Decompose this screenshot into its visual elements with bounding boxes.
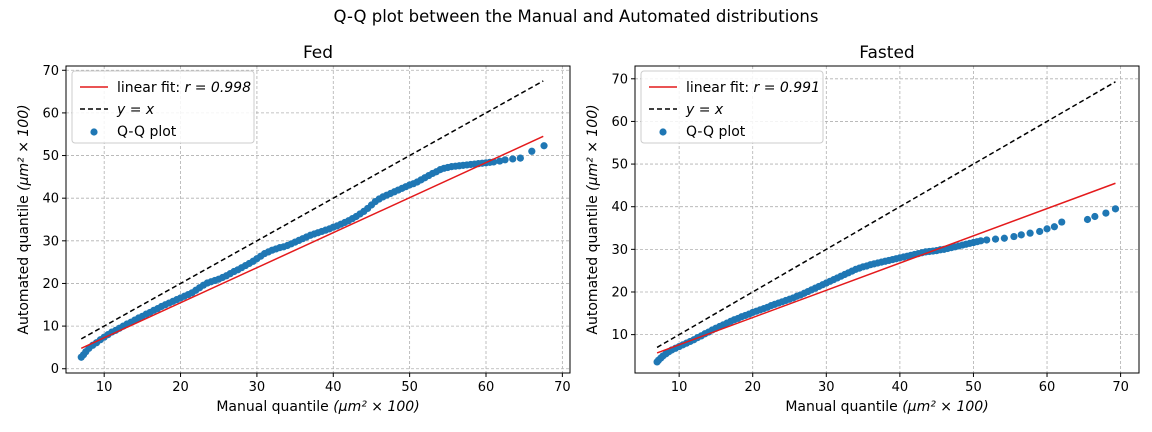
qq-point xyxy=(977,237,985,245)
y-tick-label: 40 xyxy=(42,192,59,207)
legend-label: linear fit: xyxy=(117,80,185,96)
y-tick-label: 70 xyxy=(42,64,59,79)
legend-entry: linear fit: r = 0.991 xyxy=(686,80,820,96)
axes-frame xyxy=(634,65,1140,374)
qq-point xyxy=(1050,223,1058,231)
x-tick-label: 20 xyxy=(744,380,761,395)
qq-point xyxy=(1102,209,1110,217)
legend-entry: Q-Q plot xyxy=(117,124,177,140)
legend-entry: y = x xyxy=(116,102,155,118)
y-axis-label: Automated quantile (μm² × 100) xyxy=(16,104,32,334)
x-tick-label: 10 xyxy=(671,380,688,395)
y-tick-label: 60 xyxy=(611,115,628,130)
x-tick-label: 70 xyxy=(1112,380,1129,395)
qq-point xyxy=(991,235,1000,243)
qq-point xyxy=(1058,218,1066,226)
qq-point xyxy=(1111,205,1120,213)
panel-title: Fed xyxy=(303,43,333,63)
panel-fed: 10 20 30 40 50 60 70 0 10 20 30 40 50 60 70 Fed Manual q… xyxy=(16,43,571,415)
x-axis-label: Manual quantile (μm² × 100) xyxy=(216,399,419,415)
panel-fasted: 10 20 30 40 50 60 70 10 20 30 40 50 60 70 Fasted Manual… xyxy=(585,43,1140,415)
x-tick-label: 40 xyxy=(325,380,342,395)
x-axis-label-unit: (μm² × 100) xyxy=(333,399,419,415)
x-tick-label: 50 xyxy=(965,380,982,395)
legend-box xyxy=(71,70,255,144)
x-tick-label: 50 xyxy=(401,380,418,395)
x-tick-label: 30 xyxy=(818,380,835,395)
y-axis-label-unit: (μm² × 100) xyxy=(16,104,32,190)
legend: linear fit: r = 0.998 y = x Q-Q plot xyxy=(71,70,255,144)
qq-point xyxy=(1017,231,1025,239)
qq-point xyxy=(540,142,548,150)
legend-math: r = 0.991 xyxy=(754,80,820,96)
legend-label: linear fit: xyxy=(686,80,754,96)
x-tick-label: 40 xyxy=(892,380,909,395)
qq-point xyxy=(509,155,517,163)
x-axis-label: Manual quantile (μm² × 100) xyxy=(785,399,988,415)
qq-point xyxy=(501,156,509,164)
y-tick-label: 10 xyxy=(611,328,628,343)
y-tick-label: 50 xyxy=(42,149,59,164)
qq-point xyxy=(1026,229,1034,237)
legend-math: y = x xyxy=(116,102,155,118)
y-axis-label: Automated quantile (μm² × 100) xyxy=(585,104,601,334)
y-tick-label: 50 xyxy=(611,158,628,173)
qq-point xyxy=(516,154,524,162)
y-tick-label: 40 xyxy=(611,200,628,215)
qq-point xyxy=(1036,227,1044,236)
y-tick-label: 20 xyxy=(42,277,59,292)
linear-fit-line xyxy=(656,182,1116,354)
identity-line xyxy=(656,81,1116,349)
panel-title: Fasted xyxy=(859,43,914,63)
x-axis-label-text: Manual quantile xyxy=(785,399,902,415)
y-tick-label: 30 xyxy=(42,234,59,249)
legend-entry: y = x xyxy=(685,102,724,118)
x-axis-label-unit: (μm² × 100) xyxy=(902,399,988,415)
x-tick-label: 60 xyxy=(478,380,495,395)
qq-point xyxy=(1043,225,1051,233)
y-axis-label-unit: (μm² × 100) xyxy=(585,104,601,190)
legend-point-swatch xyxy=(659,128,667,136)
y-tick-label: 20 xyxy=(611,285,628,300)
y-axis-label-text: Automated quantile xyxy=(585,191,601,335)
legend-label: Q-Q plot xyxy=(117,124,177,140)
legend: linear fit: r = 0.991 y = x Q-Q plot xyxy=(640,70,824,144)
identity-line xyxy=(80,80,544,340)
legend-label: Q-Q plot xyxy=(686,124,746,140)
y-tick-label: 70 xyxy=(611,72,628,87)
qq-point xyxy=(983,236,991,244)
x-tick-label: 10 xyxy=(96,380,113,395)
legend-math: y = x xyxy=(685,102,724,118)
qq-point xyxy=(1083,215,1092,224)
legend-math: r = 0.998 xyxy=(185,80,252,96)
axes-frame xyxy=(65,65,571,374)
x-axis-label-text: Manual quantile xyxy=(216,399,333,415)
y-axis-label-text: Automated quantile xyxy=(16,191,32,335)
qq-point xyxy=(528,147,536,155)
x-tick-label: 70 xyxy=(554,380,571,395)
y-tick-label: 60 xyxy=(42,106,59,121)
qq-point xyxy=(1091,212,1099,221)
qq-point xyxy=(1010,232,1018,241)
legend-point-swatch xyxy=(90,128,98,136)
y-tick-label: 30 xyxy=(611,243,628,258)
x-tick-label: 20 xyxy=(172,380,189,395)
legend-box xyxy=(640,70,824,144)
qq-point xyxy=(1000,234,1008,242)
x-tick-label: 60 xyxy=(1039,380,1056,395)
legend-entry: linear fit: r = 0.998 xyxy=(117,80,251,96)
legend-entry: Q-Q plot xyxy=(686,124,746,140)
y-tick-label: 0 xyxy=(51,362,59,377)
y-tick-label: 10 xyxy=(42,320,59,335)
linear-fit-line xyxy=(80,135,544,349)
x-tick-label: 30 xyxy=(249,380,266,395)
figure-suptitle: Q-Q plot between the Manual and Automate… xyxy=(333,7,819,26)
